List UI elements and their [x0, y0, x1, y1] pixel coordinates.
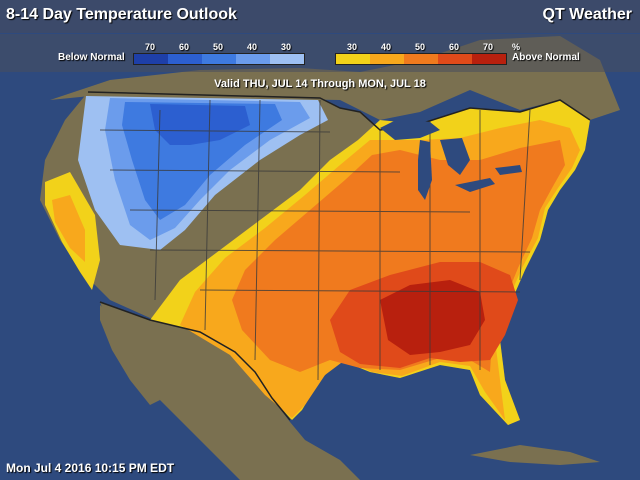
- legend-below-swatches: [133, 53, 305, 65]
- legend-percent-sign: %: [511, 42, 520, 52]
- baja-peninsula: [100, 305, 160, 405]
- lake-michigan: [418, 140, 432, 200]
- legend-above-num-70: 70: [482, 42, 493, 52]
- valid-period: Valid THU, JUL 14 Through MON, JUL 18: [214, 78, 426, 90]
- legend-swatch-above-30: [336, 54, 370, 64]
- legend-swatch-below-60: [168, 54, 202, 64]
- legend-above-num-40: 40: [380, 42, 391, 52]
- legend-swatch-above-50: [404, 54, 438, 64]
- above-normal-70: [380, 280, 485, 355]
- legend-swatch-below-30: [270, 54, 304, 64]
- legend-below-num-40: 40: [246, 42, 257, 52]
- title-bar: [0, 0, 640, 33]
- great-lakes: [380, 118, 522, 200]
- legend-below-num-70: 70: [144, 42, 155, 52]
- legend-swatch-below-50: [202, 54, 236, 64]
- legend-below-num-50: 50: [212, 42, 223, 52]
- lake-erie: [455, 178, 495, 192]
- lake-ontario: [495, 165, 522, 175]
- legend-swatch-below-40: [236, 54, 270, 64]
- mexico-land: [100, 302, 360, 480]
- legend-above-num-30: 30: [346, 42, 357, 52]
- lake-huron: [440, 138, 470, 175]
- legend-swatch-below-70: [134, 54, 168, 64]
- issue-timestamp: Mon Jul 4 2016 10:15 PM EDT: [6, 461, 175, 475]
- legend-below-num-30: 30: [280, 42, 291, 52]
- below-normal-60: [150, 104, 250, 145]
- above-normal-40-west: [52, 195, 85, 262]
- legend-swatch-above-70: [472, 54, 506, 64]
- legend-above-num-50: 50: [414, 42, 425, 52]
- legend-above-label: Above Normal: [512, 52, 580, 63]
- brand-label: QT Weather: [542, 6, 633, 23]
- legend-below-label: Below Normal: [58, 52, 125, 63]
- legend-swatch-above-60: [438, 54, 472, 64]
- state-borders: [87, 91, 531, 381]
- legend-above-num-60: 60: [448, 42, 459, 52]
- legend-above-swatches: [335, 53, 507, 65]
- page-title: 8-14 Day Temperature Outlook: [6, 6, 237, 23]
- legend-panel: [0, 34, 640, 72]
- lake-superior: [380, 118, 440, 140]
- legend-swatch-above-40: [370, 54, 404, 64]
- cuba-land: [470, 445, 600, 465]
- legend-below-num-60: 60: [178, 42, 189, 52]
